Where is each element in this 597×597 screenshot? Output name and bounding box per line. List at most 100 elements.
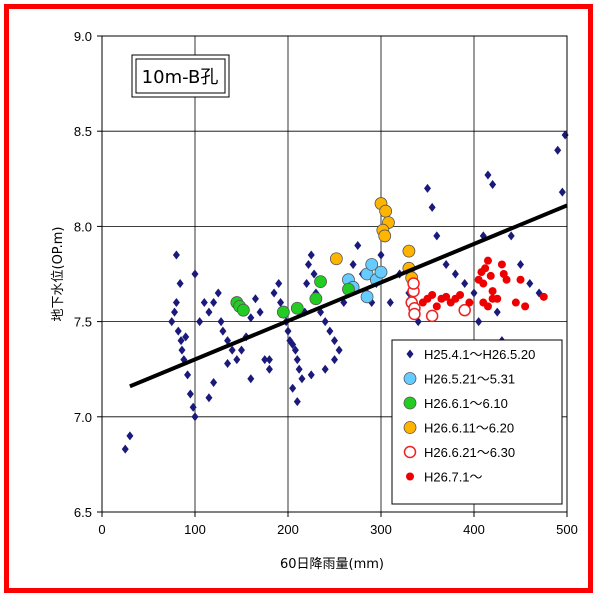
y-tick-label: 7.5 — [74, 315, 92, 330]
data-point-s0 — [121, 444, 129, 454]
data-point-s0 — [247, 374, 255, 384]
data-point-s0 — [205, 393, 213, 403]
data-point-s5 — [521, 302, 530, 311]
plot-border — [101, 35, 568, 513]
x-axis-title: 60日降雨量(mm) — [280, 557, 384, 572]
data-point-s0 — [182, 332, 190, 342]
data-point-s0 — [168, 317, 176, 327]
data-point-s0 — [172, 250, 180, 260]
x-tick-label: 500 — [556, 522, 578, 537]
y-tick-label: 8.0 — [74, 219, 92, 234]
data-point-s4 — [458, 303, 471, 317]
data-point-s5 — [486, 271, 495, 280]
legend-marker — [403, 372, 417, 385]
data-point-s5 — [465, 298, 474, 307]
data-point-s0 — [307, 370, 315, 380]
data-point-s0 — [238, 345, 245, 355]
data-point-s5 — [488, 287, 497, 296]
data-point-s4 — [407, 277, 420, 290]
x-tick-label: 100 — [184, 522, 206, 537]
data-point-s0 — [561, 130, 569, 140]
data-point-s0 — [191, 412, 199, 422]
data-point-s0 — [289, 383, 297, 393]
trendline — [129, 203, 568, 389]
data-point-s5 — [432, 302, 441, 311]
data-point-s0 — [171, 307, 179, 317]
legend-label: H26.7.1～ — [424, 470, 483, 485]
data-point-s0 — [326, 326, 334, 336]
data-point-s0 — [335, 345, 343, 355]
data-point-s4 — [425, 309, 439, 323]
data-point-s0 — [219, 326, 227, 336]
data-point-s0 — [172, 298, 180, 308]
data-point-s5 — [497, 260, 506, 269]
data-point-s2 — [236, 303, 250, 317]
data-point-s0 — [475, 317, 483, 327]
data-point-s0 — [293, 397, 301, 407]
data-point-s5 — [479, 279, 488, 288]
data-point-s0 — [191, 269, 199, 279]
data-point-s0 — [321, 364, 329, 374]
legend-marker — [406, 349, 414, 359]
chart-title: 10m-B孔 — [142, 67, 219, 88]
data-point-s5 — [502, 275, 511, 284]
data-point-s5 — [481, 264, 490, 273]
y-axis-title: 地下水位(OP.m) — [51, 227, 66, 322]
legend-marker — [406, 472, 414, 481]
data-point-s0 — [451, 269, 459, 279]
data-point-s0 — [554, 145, 562, 155]
data-point-s5 — [428, 290, 437, 299]
data-point-s0 — [189, 402, 197, 412]
trendline-path — [129, 203, 568, 389]
data-point-s2 — [276, 305, 290, 319]
data-point-s3 — [378, 229, 392, 243]
data-point-s5 — [511, 298, 520, 307]
data-point-s0 — [178, 345, 186, 355]
data-point-s0 — [331, 355, 338, 365]
data-point-s0 — [377, 250, 385, 260]
data-point-s0 — [461, 279, 469, 289]
data-point-s1 — [365, 258, 379, 271]
y-tick-label: 8.5 — [74, 124, 92, 139]
data-point-s0 — [196, 317, 204, 327]
data-point-s1 — [374, 265, 388, 279]
data-point-s0 — [304, 259, 312, 269]
x-tick-label: 200 — [277, 522, 299, 537]
data-point-s0 — [507, 231, 515, 241]
legend-marker — [403, 445, 417, 459]
data-point-s0 — [277, 298, 285, 308]
data-point-s0 — [321, 317, 329, 327]
data-point-s0 — [517, 259, 524, 269]
data-point-s0 — [428, 202, 436, 212]
data-point-s0 — [210, 298, 218, 308]
data-point-s3 — [329, 252, 343, 266]
data-point-s0 — [270, 288, 278, 298]
data-point-s0 — [307, 250, 315, 260]
legend-label: H25.4.1～H26.5.20 — [424, 347, 535, 362]
data-point-s0 — [256, 307, 264, 317]
data-point-s0 — [126, 431, 134, 441]
data-point-s0 — [386, 298, 394, 308]
data-point-s0 — [424, 183, 431, 193]
data-point-s5 — [456, 290, 465, 299]
data-point-s0 — [200, 298, 208, 308]
legend-marker — [403, 396, 417, 410]
data-point-s0 — [284, 326, 292, 336]
data-point-s0 — [489, 180, 497, 190]
data-point-s1 — [360, 290, 374, 304]
data-point-s5 — [483, 256, 492, 265]
data-point-s0 — [184, 370, 192, 380]
x-tick-label: 300 — [370, 522, 392, 537]
data-point-s0 — [217, 317, 225, 327]
data-point-s0 — [186, 389, 194, 399]
data-point-s0 — [174, 326, 182, 336]
data-point-s0 — [310, 269, 318, 279]
tick-labels: 0 100 200 300 400 500 6.5 7.0 7.5 8.0 8.5 9.0 — [74, 29, 578, 537]
data-point-s0 — [558, 187, 566, 197]
x-tick-label: 0 — [98, 522, 105, 537]
data-point-s0 — [433, 231, 441, 241]
y-tick-label: 9.0 — [74, 29, 92, 44]
data-point-s0 — [265, 364, 273, 374]
legend-label: H26.6.11～6.20 — [424, 421, 514, 436]
